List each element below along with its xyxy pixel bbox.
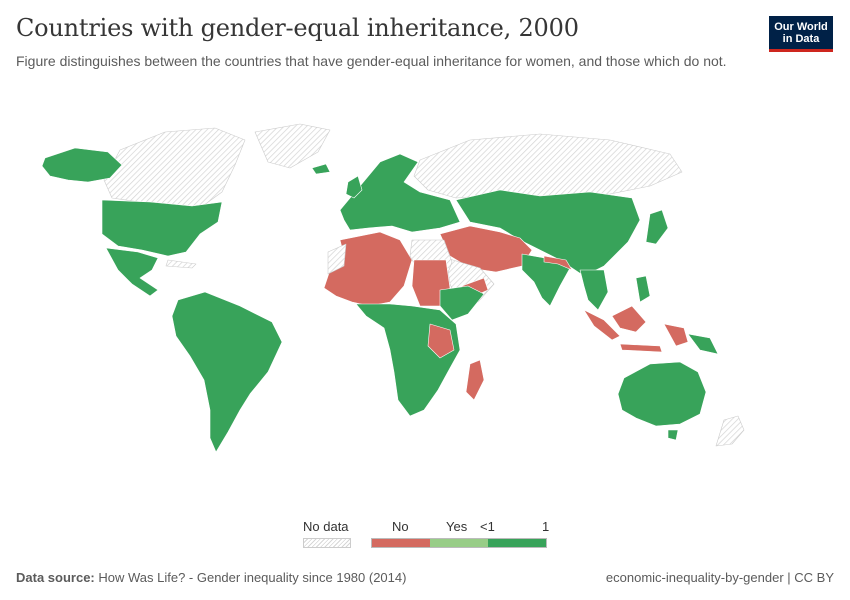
owid-logo[interactable]: Our World in Data [769,16,833,52]
region-alaska[interactable] [41,147,123,183]
legend-label-1: 1 [542,519,550,534]
region-southeast-asia[interactable] [579,269,609,311]
region-madagascar[interactable] [465,359,485,401]
region-russia[interactable] [413,133,683,199]
region-japan[interactable] [645,209,669,245]
legend-bin-one[interactable] [488,539,546,547]
region-mexico[interactable] [105,247,159,297]
world-map[interactable] [0,110,850,510]
legend-no-data-label: No data [303,519,349,534]
region-tanzania[interactable] [427,323,455,359]
legend-color-bins [371,538,547,548]
data-source: Data source: How Was Life? - Gender ineq… [16,570,406,585]
region-new-zealand[interactable] [715,415,745,447]
legend-bin-no[interactable] [372,539,430,547]
logo-line-2: in Data [782,33,820,45]
region-indonesia[interactable] [583,305,689,353]
chart-slug-license[interactable]: economic-inequality-by-gender | CC BY [605,570,834,585]
region-uk[interactable] [345,175,363,199]
region-canada[interactable] [103,127,246,209]
region-iceland[interactable] [311,163,331,175]
region-png[interactable] [687,333,719,355]
data-source-label: Data source: [16,570,95,585]
region-horn[interactable] [439,285,485,321]
legend-label-yes: Yes [446,519,468,534]
legend-no-data-swatch [303,538,351,548]
legend-bin-yes[interactable] [430,539,488,547]
logo-line-1: Our World [774,21,828,33]
legend-label-no: No [392,519,409,534]
region-caribbean[interactable] [165,259,197,269]
chart-title: Countries with gender-equal inheritance,… [16,14,579,42]
data-source-text[interactable]: How Was Life? - Gender inequality since … [98,570,407,585]
region-australia[interactable] [617,361,707,427]
region-greenland[interactable] [254,123,331,169]
region-south-america[interactable] [171,291,283,453]
legend-label-lt1: <1 [480,519,495,534]
region-europe[interactable] [339,153,461,233]
region-nepal[interactable] [543,255,573,271]
region-asia-east[interactable] [455,189,641,277]
region-philippines[interactable] [635,275,651,303]
region-tasmania[interactable] [667,429,679,441]
region-sahara[interactable] [327,243,347,275]
region-central-africa[interactable] [355,303,461,417]
chart-subtitle: Figure distinguishes between the countri… [16,53,727,69]
region-united-states[interactable] [101,199,223,257]
